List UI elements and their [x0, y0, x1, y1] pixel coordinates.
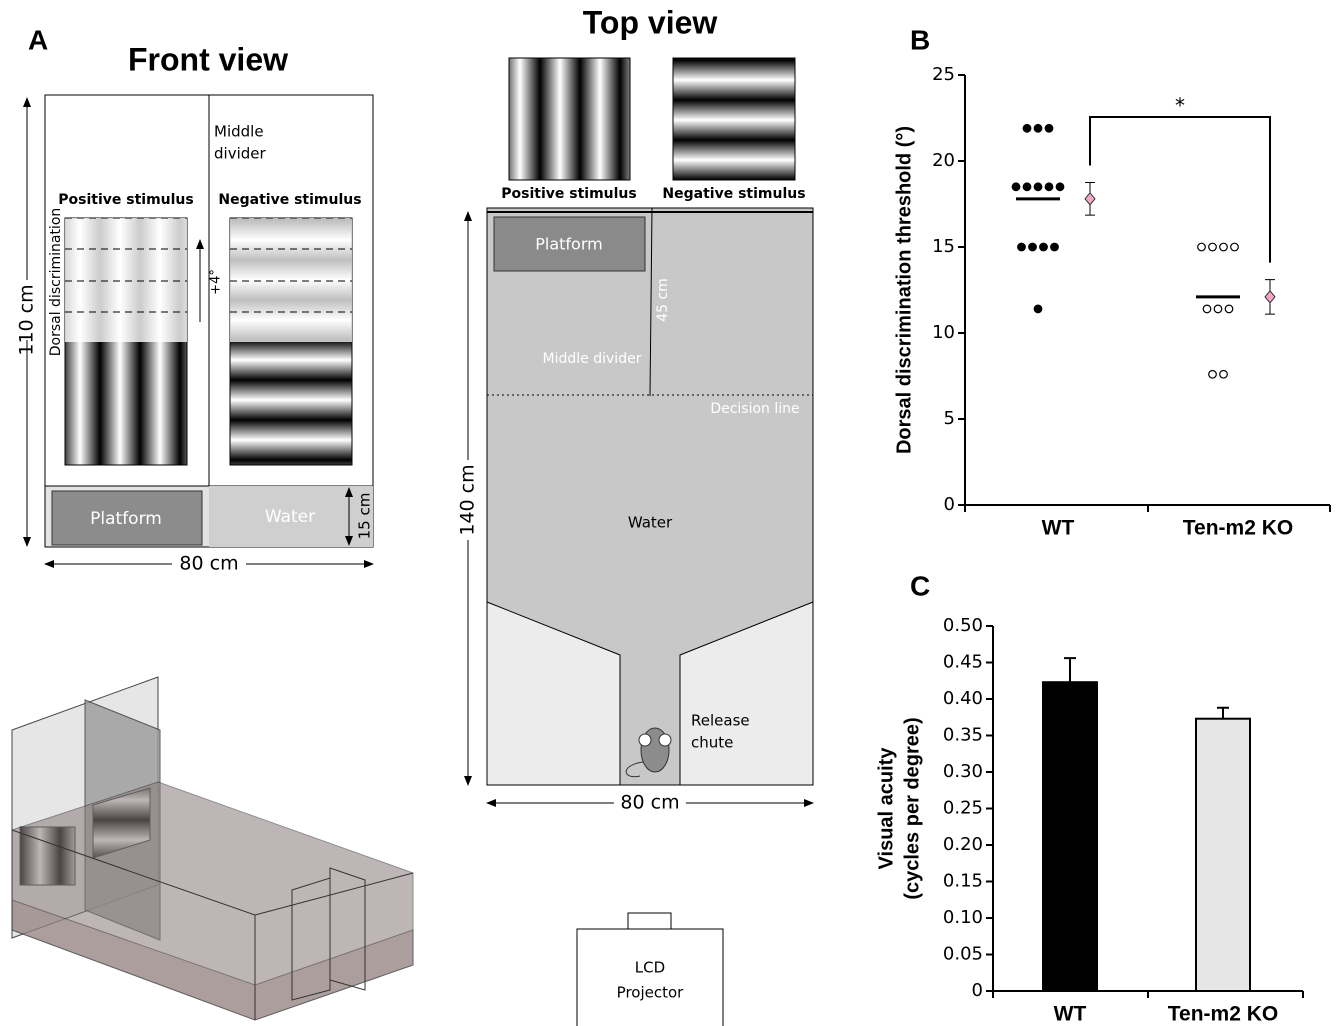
- y-tick-label: 0.35: [943, 725, 983, 746]
- point: [1045, 183, 1053, 191]
- y-tick-label: 0.40: [943, 688, 983, 709]
- point: [1051, 243, 1059, 251]
- point: [1220, 370, 1228, 378]
- point: [1225, 305, 1233, 313]
- mean-marker: [1085, 193, 1095, 205]
- water-label: Water: [265, 507, 315, 527]
- significance-bracket: [1090, 117, 1270, 263]
- angle-label: +4°: [209, 269, 224, 295]
- point: [1029, 243, 1037, 251]
- y-tick-label: 0.10: [943, 907, 983, 928]
- stimulus-label: Negative stimulus: [662, 186, 805, 202]
- point: [1023, 125, 1031, 133]
- panel-label: C: [910, 570, 930, 601]
- y-tick-label: 25: [932, 64, 955, 85]
- point: [1198, 243, 1206, 251]
- x-tick-label: Ten-m2 KO: [1168, 1003, 1278, 1026]
- annotation: *: [1175, 94, 1185, 118]
- grating: [509, 58, 630, 180]
- projector-label: LCD: [635, 959, 665, 977]
- dorsal-label: Dorsal discrimination: [48, 208, 64, 357]
- mean-marker: [1265, 291, 1275, 303]
- y-tick-label: 0.50: [943, 615, 983, 636]
- y-tick-label: 0.15: [943, 871, 983, 892]
- platform-label: Platform: [90, 509, 162, 529]
- y-tick-label: 10: [932, 322, 955, 343]
- y-tick-label: 5: [944, 408, 955, 429]
- error-bar: [1217, 708, 1229, 719]
- y-tick-label: 0.25: [943, 798, 983, 819]
- point: [1040, 243, 1048, 251]
- charts: B 0 5 10 15 20 25 WT Ten-m2 KO Dorsal discriminat…: [875, 24, 1330, 1025]
- divider-label: Middle divider: [543, 351, 642, 367]
- point: [1034, 183, 1042, 191]
- water-label: Water: [628, 514, 673, 532]
- y-axis-label: (cycles per degree): [901, 717, 923, 899]
- point: [1034, 125, 1042, 133]
- panel-label: A: [28, 24, 48, 55]
- y-tick-label: 15: [932, 236, 955, 257]
- title: Front view: [128, 41, 288, 77]
- height-label: 110 cm: [16, 284, 38, 355]
- y-tick-label: 0.45: [943, 652, 983, 673]
- grating: [673, 58, 795, 180]
- divider-label: Middle: [214, 123, 264, 141]
- chute-label: chute: [691, 734, 733, 752]
- point: [1209, 370, 1217, 378]
- bar: [1196, 719, 1250, 991]
- projector: [577, 929, 723, 1026]
- x-tick-label: Ten-m2 KO: [1183, 517, 1293, 540]
- divider-label: divider: [214, 145, 266, 163]
- point: [1056, 183, 1064, 191]
- width-label: 80 cm: [179, 553, 238, 575]
- x-tick-label: WT: [1054, 1003, 1087, 1026]
- projector-lens: [628, 913, 671, 929]
- point: [1023, 183, 1031, 191]
- point: [1012, 183, 1020, 191]
- stimulus-label: Positive stimulus: [58, 192, 193, 208]
- front-view: A Front view Platform Water 15 cm Middle…: [16, 24, 374, 576]
- stimulus-label: Negative stimulus: [218, 192, 361, 208]
- width-label: 80 cm: [620, 792, 679, 814]
- length-label: 140 cm: [457, 464, 479, 535]
- point: [1220, 243, 1228, 251]
- bar: [1043, 682, 1097, 991]
- title: Top view: [583, 4, 718, 40]
- depth-label: 15 cm: [356, 493, 374, 540]
- y-tick-label: 0.20: [943, 834, 983, 855]
- divider-length: 45 cm: [655, 278, 671, 322]
- y-tick-label: 0.30: [943, 761, 983, 782]
- stimulus-label: Positive stimulus: [501, 186, 636, 202]
- panel-label: B: [910, 24, 930, 55]
- y-tick-label: 0: [944, 494, 955, 515]
- y-tick-label: 0: [972, 980, 983, 1001]
- point: [1203, 305, 1211, 313]
- projector-label: Projector: [617, 984, 684, 1002]
- y-axis-label: Dorsal discrimination threshold (°): [893, 126, 915, 454]
- faded: [230, 218, 352, 342]
- point: [1209, 243, 1217, 251]
- figure: A Front view Platform Water 15 cm Middle…: [0, 0, 1341, 1026]
- point: [1231, 243, 1239, 251]
- y-axis-label: Visual acuity: [875, 747, 897, 870]
- point: [1034, 305, 1042, 313]
- point: [1018, 243, 1026, 251]
- error-bar: [1064, 658, 1076, 682]
- platform-label: Platform: [535, 235, 602, 254]
- y-tick-label: 0.05: [943, 944, 983, 965]
- point: [1045, 125, 1053, 133]
- perspective-view: [12, 677, 413, 1020]
- decision-label: Decision line: [710, 401, 799, 417]
- x-tick-label: WT: [1042, 517, 1075, 540]
- top-view: Top view Positive stimulus Negative stim…: [457, 4, 814, 1026]
- faded: [65, 218, 187, 342]
- y-tick-label: 20: [932, 150, 955, 171]
- point: [1214, 305, 1222, 313]
- chute-label: Release: [691, 712, 750, 730]
